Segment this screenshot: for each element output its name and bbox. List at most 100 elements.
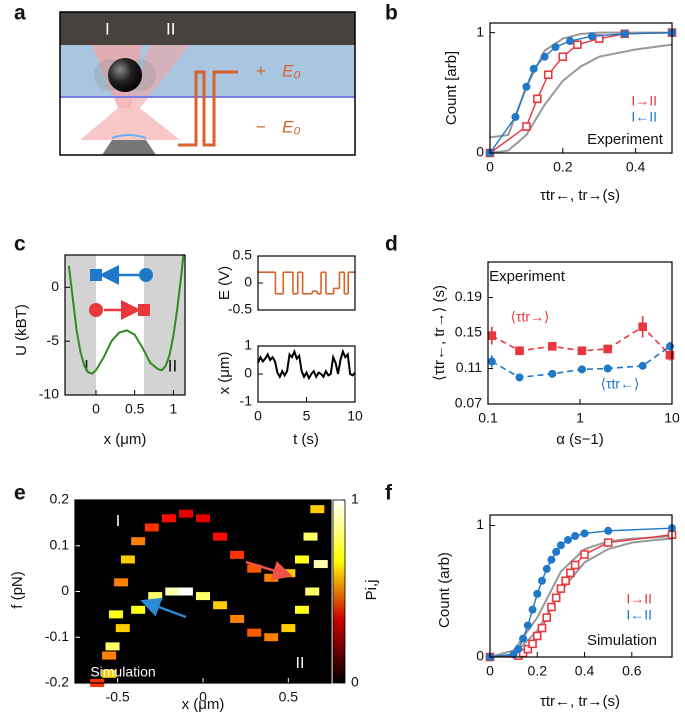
colorbar-tick-label: 0 (351, 674, 359, 690)
axes-frame (257, 255, 356, 311)
y-axis-label: U (kBT) (13, 304, 30, 356)
marker (556, 584, 566, 593)
marker (573, 40, 582, 49)
marker (528, 639, 537, 649)
panel-label: e (14, 482, 26, 505)
marker (523, 644, 533, 654)
annotation: Experiment (587, 131, 664, 148)
marker (570, 560, 580, 570)
x-axis-label: τtr←, tr→(s) (540, 187, 620, 204)
panel-label: f (385, 482, 393, 505)
axes-frame (489, 514, 673, 658)
region-label: I (84, 356, 89, 375)
series-line (489, 43, 673, 154)
annotation: II (296, 655, 305, 672)
icon-square (138, 304, 150, 316)
label-I: I (105, 19, 110, 38)
x-tick-label: -0.5 (106, 689, 130, 705)
marker (552, 547, 561, 556)
heatmap-cell (108, 610, 123, 619)
x-tick-label: 0.1 (478, 410, 498, 426)
x-tick-label: 0.4 (575, 663, 595, 679)
annotation: I (116, 513, 120, 530)
x-axis-label: τtr←, tr→(s) (540, 693, 620, 710)
y-tick-label: 0.5 (233, 247, 253, 263)
marker (620, 29, 629, 38)
icon-circle (89, 303, 103, 317)
marker (537, 623, 547, 633)
marker (561, 576, 570, 586)
y-tick-label: -0.2 (45, 674, 69, 690)
marker (542, 564, 551, 573)
marker (519, 634, 528, 643)
x-tick-label: 0 (92, 401, 100, 417)
heatmap-cell (305, 587, 320, 596)
frame (59, 11, 356, 156)
heatmap-cell (196, 592, 210, 601)
marker (522, 82, 531, 91)
y-tick-label: -0.1 (45, 628, 69, 644)
y-tick-label: 0.1 (50, 536, 70, 552)
state-icons (89, 265, 153, 320)
bead (108, 58, 142, 92)
y-tick-label: -0.5 (228, 301, 252, 317)
heatmap-cell (131, 605, 146, 614)
y-tick-label: -10 (39, 386, 59, 402)
marker (580, 529, 589, 538)
y-tick-label: 0.07 (455, 395, 482, 411)
panel-label: c (14, 233, 26, 256)
heatmap-cell (247, 628, 262, 637)
y-tick-label: 0.11 (456, 359, 482, 375)
marker (540, 52, 549, 61)
x-tick-label: 0.4 (626, 159, 646, 175)
colorbar-tick-label: 1 (351, 491, 359, 507)
plus-sign: + (256, 61, 266, 80)
marker (515, 346, 524, 356)
heatmap-cell (148, 592, 163, 601)
marker (533, 94, 542, 104)
heatmap-cell (264, 633, 279, 642)
heatmap-cell (213, 601, 228, 610)
y-tick-label: 0.19 (455, 288, 482, 304)
marker (603, 538, 613, 547)
x-tick-label: 0.5 (279, 689, 299, 705)
marker (542, 613, 552, 622)
y-tick-label: -1 (240, 393, 253, 409)
series-line (489, 537, 673, 658)
y-tick-label: 0.15 (455, 324, 482, 340)
x-tick-label: 0.2 (553, 159, 573, 175)
schematic: I II + E₀ − E₀ a (14, 2, 356, 156)
heatmap-cell (102, 651, 117, 660)
marker (587, 32, 596, 41)
axes-frame (489, 22, 673, 154)
y-tick-label: -5 (47, 332, 60, 348)
y-tick-label: 1 (244, 337, 252, 353)
marker (665, 350, 675, 360)
marker (511, 112, 520, 121)
series-line (67, 254, 185, 375)
marker (523, 621, 532, 630)
laser-beam (128, 45, 190, 108)
marker (547, 555, 556, 564)
heatmap-cell (115, 624, 130, 633)
marker (603, 364, 612, 373)
x-axis-label: t (s) (293, 431, 319, 448)
objective-tip (111, 134, 147, 139)
marker (577, 346, 587, 356)
panel-label: b (385, 2, 398, 25)
y-axis-label: E (V) (216, 266, 233, 300)
heatmap-cell (264, 573, 279, 582)
marker (564, 535, 572, 544)
y-tick-label: 0 (476, 648, 484, 664)
marker (603, 344, 612, 354)
minus-sign: − (256, 117, 266, 136)
marker (551, 593, 561, 603)
heatmap-cell (294, 555, 309, 564)
annotation: Simulation (587, 632, 657, 649)
heatmap-cell (303, 532, 318, 541)
marker (538, 576, 546, 585)
axes-frame (487, 261, 673, 405)
heatmap-cell (178, 587, 193, 596)
